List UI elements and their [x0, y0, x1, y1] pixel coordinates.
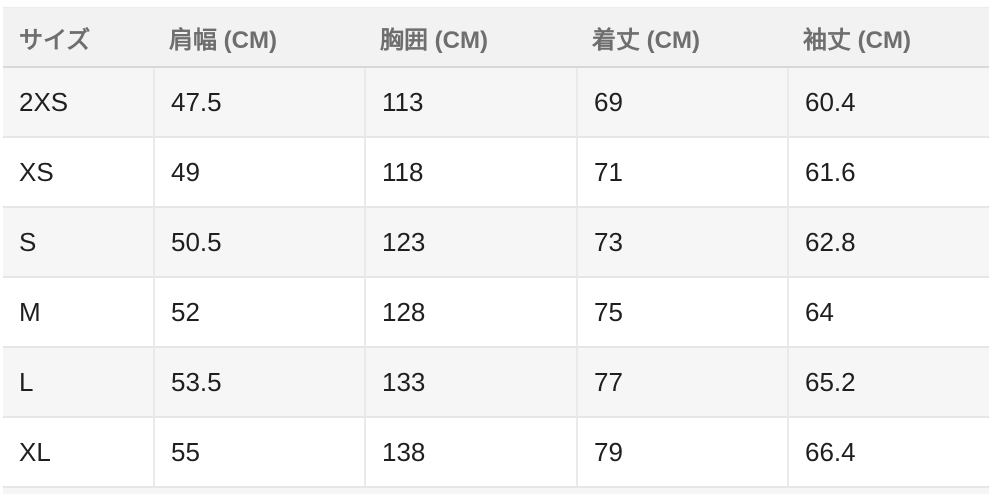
header-cell-shoulder: 肩幅 (CM): [153, 7, 364, 68]
sleeve-cell: 61.6: [787, 138, 989, 208]
table-header: サイズ 肩幅 (CM) 胸囲 (CM) 着丈 (CM) 袖丈 (CM): [3, 7, 989, 68]
header-cell-chest: 胸囲 (CM): [364, 7, 576, 68]
chest-cell: 133: [364, 348, 576, 418]
size-label-cell: M: [3, 278, 153, 348]
sleeve-cell: 62.8: [787, 208, 989, 278]
table-row-xs: XS 49 118 71 61.6: [3, 138, 989, 208]
sleeve-cell: 66.4: [787, 418, 989, 488]
size-label-cell: S: [3, 208, 153, 278]
header-cell-length: 着丈 (CM): [576, 7, 787, 68]
sleeve-cell: 65.2: [787, 348, 989, 418]
table-row-l: L 53.5 133 77 65.2: [3, 348, 989, 418]
size-label-cell: XS: [3, 138, 153, 208]
next-row-peek: [3, 488, 989, 494]
shoulder-cell: 47.5: [153, 68, 364, 138]
table-row-2xs: 2XS 47.5 113 69 60.4: [3, 68, 989, 138]
chest-cell: 123: [364, 208, 576, 278]
table-row-xl: XL 55 138 79 66.4: [3, 418, 989, 488]
shoulder-cell: 52: [153, 278, 364, 348]
size-label-cell: L: [3, 348, 153, 418]
header-row: サイズ 肩幅 (CM) 胸囲 (CM) 着丈 (CM) 袖丈 (CM): [3, 7, 989, 68]
chest-cell: 138: [364, 418, 576, 488]
chest-cell: 113: [364, 68, 576, 138]
sleeve-cell: 60.4: [787, 68, 989, 138]
size-label-cell: XL: [3, 418, 153, 488]
table-row-s: S 50.5 123 73 62.8: [3, 208, 989, 278]
length-cell: 75: [576, 278, 787, 348]
table-row-m: M 52 128 75 64: [3, 278, 989, 348]
size-chart-table: サイズ 肩幅 (CM) 胸囲 (CM) 着丈 (CM) 袖丈 (CM) 2XS …: [3, 7, 989, 488]
table-body: 2XS 47.5 113 69 60.4 XS 49 118 71 61.6 S…: [3, 68, 989, 488]
chest-cell: 128: [364, 278, 576, 348]
length-cell: 69: [576, 68, 787, 138]
shoulder-cell: 49: [153, 138, 364, 208]
size-label-cell: 2XS: [3, 68, 153, 138]
chest-cell: 118: [364, 138, 576, 208]
sleeve-cell: 64: [787, 278, 989, 348]
length-cell: 79: [576, 418, 787, 488]
length-cell: 73: [576, 208, 787, 278]
shoulder-cell: 55: [153, 418, 364, 488]
shoulder-cell: 53.5: [153, 348, 364, 418]
length-cell: 77: [576, 348, 787, 418]
header-cell-sleeve: 袖丈 (CM): [787, 7, 989, 68]
header-cell-size: サイズ: [3, 7, 153, 68]
length-cell: 71: [576, 138, 787, 208]
shoulder-cell: 50.5: [153, 208, 364, 278]
